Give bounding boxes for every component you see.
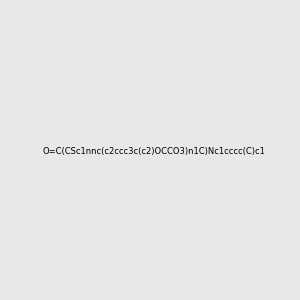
- Text: O=C(CSc1nnc(c2ccc3c(c2)OCCO3)n1C)Nc1cccc(C)c1: O=C(CSc1nnc(c2ccc3c(c2)OCCO3)n1C)Nc1cccc…: [42, 147, 265, 156]
